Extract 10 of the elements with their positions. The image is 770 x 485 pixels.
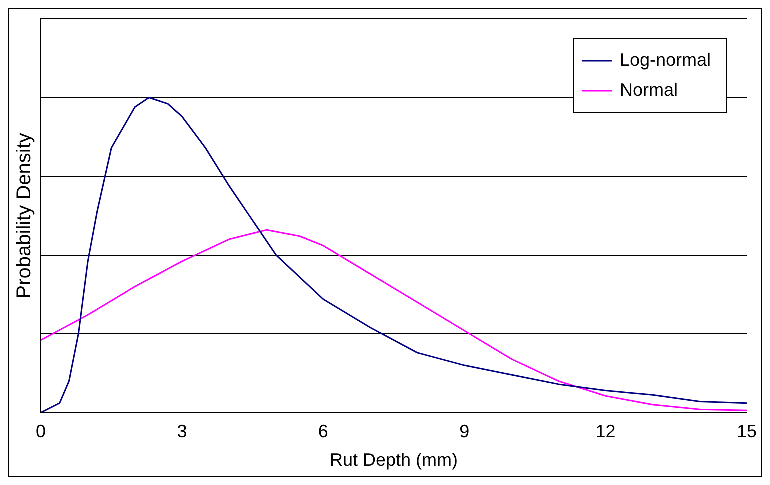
x-tick-label: 0 [36, 422, 46, 442]
x-tick-label: 6 [318, 422, 328, 442]
y-axis-title: Probability Density [14, 133, 36, 299]
x-tick-label: 3 [177, 422, 188, 442]
legend-label: Normal [620, 80, 678, 100]
x-tick-label: 9 [460, 422, 470, 442]
x-tick-label: 15 [736, 422, 758, 442]
x-axis-title: Rut Depth (mm) [330, 450, 458, 470]
legend-label: Log-normal [620, 50, 711, 70]
x-tick-label: 12 [596, 422, 616, 442]
